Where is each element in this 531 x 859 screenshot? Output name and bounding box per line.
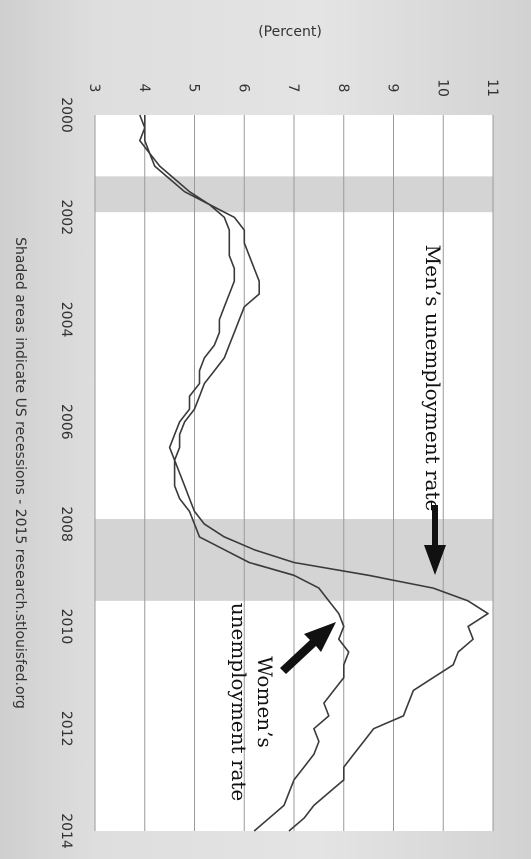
x-axis-ticks: 2000 2002 2004 2006 2008 2010 2012 2014 [58,97,74,849]
women-annotation-line-1: Women’s [253,656,277,748]
y-tick-label-11: 11 [484,79,500,97]
y-tick-label-9: 9 [385,84,401,93]
y-tick-label-7: 7 [285,84,301,93]
grid-lines [94,115,494,831]
women-annotation-line-2: unemployment rate [227,603,251,802]
men-annotation-label: Men’s unemployment rate [421,245,445,512]
y-axis-ticks: 3 4 5 6 7 8 9 10 11 [86,79,500,97]
men-arrow [424,505,446,575]
x-tick-label-2014: 2014 [58,813,74,849]
unit-label: (Percent) [258,24,322,40]
x-tick-label-2006: 2006 [58,404,74,440]
men-unemployment-line [139,114,489,832]
x-tick-label-2010: 2010 [58,609,74,645]
source-note: Shaded areas indicate US recessions - 20… [12,237,28,709]
y-tick-label-5: 5 [186,84,202,93]
women-arrow [280,622,336,674]
women-unemployment-line [139,115,350,832]
x-tick-label-2008: 2008 [58,506,74,542]
y-tick-label-3: 3 [86,84,102,93]
y-tick-label-6: 6 [235,84,251,93]
series-lines [139,114,489,832]
x-tick-label-2002: 2002 [58,199,74,235]
x-tick-label-2004: 2004 [58,302,74,338]
x-tick-label-2012: 2012 [58,711,74,747]
y-tick-label-10: 10 [434,79,450,97]
y-tick-label-4: 4 [136,84,152,93]
y-tick-label-8: 8 [335,84,351,93]
plot-area [94,114,494,832]
x-tick-label-2000: 2000 [58,97,74,133]
